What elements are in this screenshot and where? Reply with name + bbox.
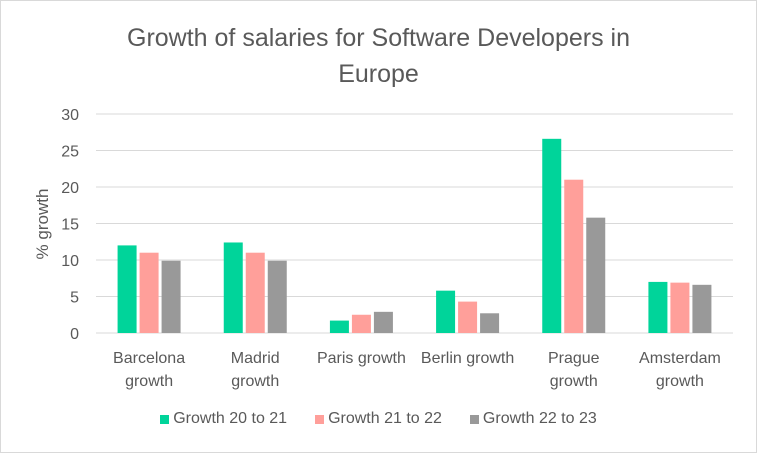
- bar: [436, 290, 456, 333]
- bars: [117, 138, 712, 333]
- x-tick-label: Paris growth: [317, 350, 406, 367]
- y-tick-label: 5: [70, 290, 79, 307]
- bar: [267, 260, 287, 333]
- x-tick-label: Amsterdam: [639, 350, 721, 367]
- y-tick-label: 15: [61, 217, 79, 234]
- legend-item: Growth 20 to 21: [160, 410, 287, 428]
- x-tick-label: growth: [550, 373, 598, 390]
- y-tick-label: 25: [61, 144, 79, 161]
- y-axis-ticks: 0 5 10 15 20 25 30: [61, 107, 79, 343]
- bar: [139, 252, 159, 333]
- bar: [161, 260, 181, 333]
- legend-label: Growth 21 to 22: [328, 410, 442, 427]
- chart-title-line-1: Growth of salaries for Software Develope…: [127, 24, 630, 52]
- bar: [329, 320, 349, 333]
- legend-swatch: [160, 414, 170, 424]
- legend: Growth 20 to 21 Growth 21 to 22 Growth 22 …: [0, 410, 757, 428]
- bar: [670, 282, 690, 333]
- chart-title-line-2: Europe: [338, 60, 419, 88]
- y-tick-label: 30: [61, 107, 79, 124]
- x-tick-label: Barcelona: [113, 350, 185, 367]
- x-axis-ticks: Barcelona growth Madrid growth Paris growth B…: [113, 350, 721, 390]
- bar: [542, 138, 562, 333]
- legend-label: Growth 20 to 21: [173, 410, 288, 427]
- legend-swatch: [315, 414, 325, 424]
- bar: [245, 252, 265, 333]
- bar: [373, 311, 393, 333]
- x-tick-label: growth: [231, 373, 279, 390]
- bar: [480, 313, 500, 333]
- legend-item: Growth 22 to 23: [469, 410, 597, 428]
- y-tick-label: 10: [61, 253, 79, 270]
- bar: [692, 284, 712, 333]
- legend-swatch: [469, 414, 479, 424]
- y-tick-label: 0: [70, 326, 79, 343]
- x-tick-label: Berlin growth: [421, 350, 514, 367]
- x-tick-label: growth: [125, 373, 173, 390]
- bar: [458, 301, 478, 333]
- bar: [564, 179, 584, 333]
- gridlines: [96, 113, 733, 334]
- legend-label: Growth 22 to 23: [482, 410, 597, 427]
- bar: [586, 217, 606, 333]
- bar: [648, 281, 668, 333]
- x-tick-label: Madrid: [231, 350, 280, 367]
- y-tick-label: 20: [61, 180, 79, 197]
- bar: [117, 245, 137, 333]
- legend-item: Growth 21 to 22: [315, 410, 442, 428]
- x-tick-label: Prague: [548, 350, 600, 367]
- bar: [223, 242, 243, 333]
- x-tick-label: growth: [656, 373, 704, 390]
- y-axis-label: % growth: [33, 189, 52, 260]
- bar: [351, 314, 371, 333]
